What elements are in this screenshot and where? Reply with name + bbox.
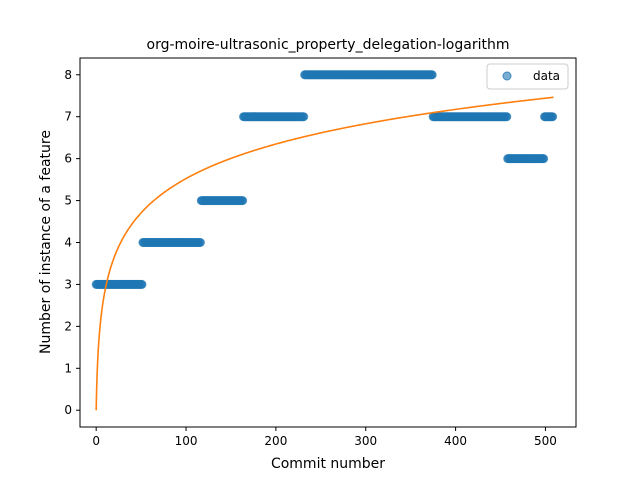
- data-point-163: [238, 196, 248, 206]
- x-tick-label-100: 100: [175, 434, 198, 448]
- x-tick-label-0: 0: [92, 434, 100, 448]
- y-tick-label-3: 3: [64, 277, 72, 291]
- data-point-498: [539, 154, 549, 164]
- chart-title: org-moire-ultrasonic_property_delegation…: [147, 37, 510, 53]
- x-tick-label-500: 500: [534, 434, 557, 448]
- plot-area: [91, 70, 558, 411]
- legend-marker-data: [502, 71, 512, 81]
- x-axis-label: Commit number: [271, 456, 385, 472]
- data-point-374: [427, 70, 437, 80]
- data-point-508: [548, 112, 558, 122]
- legend-box: [486, 63, 569, 90]
- data-point-457: [502, 112, 512, 122]
- x-tick-label-400: 400: [444, 434, 467, 448]
- y-tick-label-4: 4: [64, 236, 72, 250]
- data-point-116: [195, 238, 205, 247]
- x-tick-label-300: 300: [354, 434, 377, 448]
- legend: data: [486, 63, 569, 90]
- y-tick-label-6: 6: [64, 152, 72, 166]
- y-tick-label-0: 0: [64, 403, 72, 417]
- data-point-231: [299, 112, 309, 122]
- y-axis-label: Number of instance of a feature: [38, 130, 54, 354]
- y-tick-label-5: 5: [64, 194, 72, 208]
- y-tick-label-2: 2: [64, 319, 72, 333]
- y-tick-label-8: 8: [64, 68, 72, 82]
- x-tick-label-200: 200: [264, 434, 287, 448]
- y-tick-label-7: 7: [64, 110, 72, 124]
- fit-line: [95, 96, 554, 411]
- legend-label-data: data: [533, 69, 560, 83]
- y-tick-label-1: 1: [64, 361, 72, 375]
- axes: 0 100 200 300 400 500 0 1 2 3 4 5 6 7 8: [64, 57, 577, 448]
- data-point-51: [137, 279, 147, 289]
